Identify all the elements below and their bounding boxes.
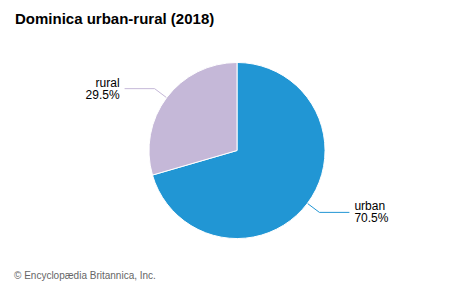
svg-text:rural: rural: [95, 75, 120, 90]
svg-text:29.5%: 29.5%: [86, 88, 120, 102]
svg-text:70.5%: 70.5%: [354, 211, 388, 225]
svg-text:urban: urban: [354, 199, 386, 214]
svg-text:Dominica urban-rural (2018): Dominica urban-rural (2018): [15, 10, 214, 27]
svg-text:© Encyclopædia Britannica, Inc: © Encyclopædia Britannica, Inc.: [14, 270, 156, 281]
